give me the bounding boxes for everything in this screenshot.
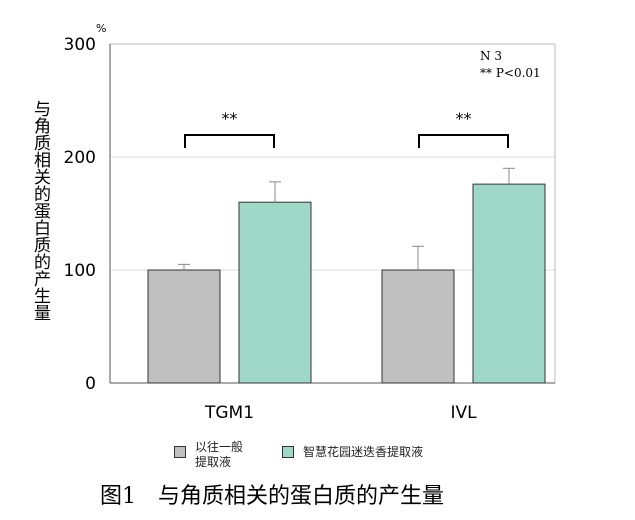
significance-label: ** (456, 109, 472, 128)
y-unit: % (96, 22, 106, 35)
y-tick-label: 0 (85, 374, 96, 394)
x-tick-label: IVL (450, 403, 477, 423)
bar (147, 269, 221, 384)
x-tick-label: TGM1 (204, 403, 254, 423)
significance-bracket (184, 134, 275, 148)
bar (238, 201, 312, 384)
y-axis-label: 与角质相关的蛋白质的产生量 (30, 100, 50, 321)
legend-swatch-gray (174, 446, 186, 458)
annotation: ** P<0.01 (480, 66, 541, 80)
legend-label-1: 以往一般 提取液 (195, 440, 244, 469)
bar (472, 183, 546, 384)
significance-label: ** (222, 109, 238, 128)
y-tick-label: 300 (64, 35, 96, 55)
y-tick-label: 100 (64, 261, 96, 281)
bar (381, 269, 455, 384)
figure-caption: 图1 与角质相关的蛋白质的产生量 (100, 484, 444, 509)
y-tick-label: 200 (64, 148, 96, 168)
legend-swatch-green (282, 446, 294, 458)
legend-label-2: 智慧花园迷迭香提取液 (303, 445, 424, 459)
annotation: N 3 (480, 49, 502, 63)
significance-bracket (418, 134, 509, 148)
